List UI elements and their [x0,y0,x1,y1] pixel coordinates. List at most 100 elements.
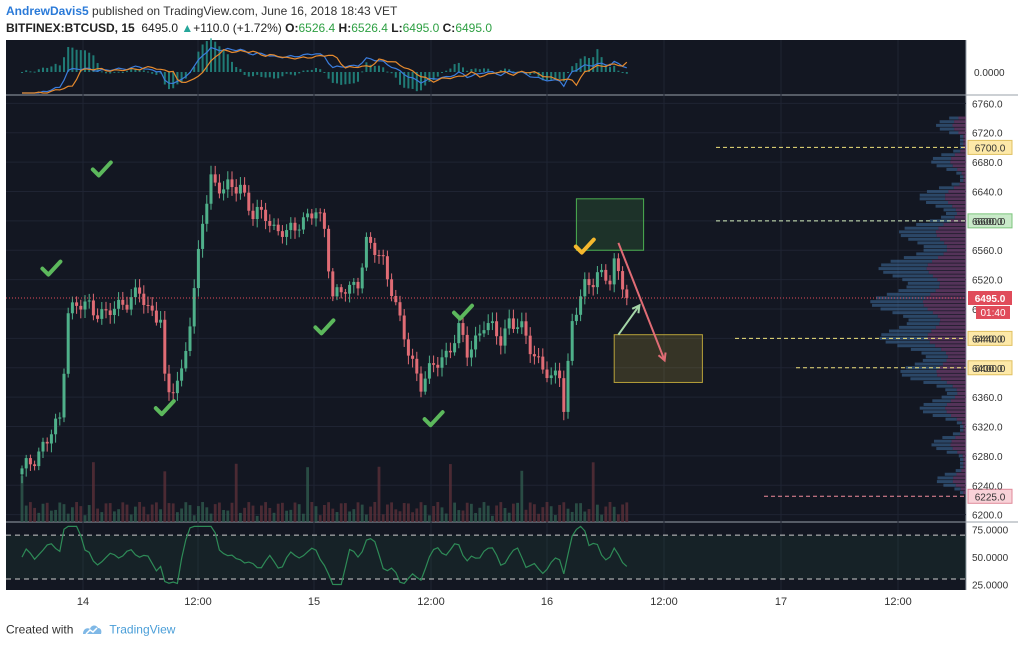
candle-body [402,315,406,340]
volume-bar [583,511,587,522]
macd-histogram-bar [596,49,599,72]
volume-bar [180,508,183,522]
candle-body [112,308,116,316]
volume-profile-bar [928,270,966,274]
macd-histogram-bar [142,70,145,72]
volume-bar [285,510,288,522]
candle-body [415,358,419,374]
volume-profile-bar [919,193,946,197]
candle-body [595,272,599,288]
macd-histogram-bar [344,72,347,85]
volume-bar [524,509,528,522]
trend-arrow [617,242,666,361]
candle-body [625,289,629,298]
volume-profile-bar [883,270,929,274]
macd-histogram-bar [197,51,200,72]
volume-bar [113,511,116,522]
volume-bar [121,502,125,522]
volume-profile-bar [929,219,950,223]
volume-bar [348,511,351,522]
rsi-tick-label: 75.0000 [972,526,1009,537]
volume-bar [159,509,162,522]
macd-histogram-bar [58,65,61,72]
volume-bar [541,507,545,522]
volume-bar [470,503,473,522]
volume-profile-bar [963,461,966,465]
candle-body [427,363,431,379]
macd-histogram-bar [96,63,99,72]
macd-histogram-bar [63,57,65,72]
macd-histogram-bar [474,68,477,72]
macd-histogram-bar [487,68,490,72]
volume-bar [373,502,377,522]
macd-histogram-bar [147,71,149,73]
candle-body [171,392,175,394]
volume-profile-bar [897,344,936,348]
volume-profile-bar [903,256,939,260]
volume-profile-bar [922,358,947,362]
volume-profile-bar [956,421,962,425]
volume-bar [96,508,99,522]
volume-bar [24,505,28,522]
volume-profile-bar [923,380,947,384]
volume-profile-bar [925,355,948,359]
candle-body [444,350,448,358]
volume-profile-bar [935,344,966,348]
checkmark-icon [422,410,445,428]
macd-histogram-bar [218,46,221,72]
volume-profile-bar [956,472,966,476]
volume-bar [499,502,503,522]
macd-histogram-bar [453,64,456,72]
volume-bar [478,507,482,522]
macd-histogram-bar [617,70,620,72]
macd-histogram-bar [310,69,313,72]
volume-bar [621,504,624,522]
volume-profile-bar [941,395,956,399]
volume-bar [360,504,364,522]
volume-profile-bar [955,483,966,487]
checkmark-icon [313,318,336,336]
macd-histogram-bar [88,52,91,72]
candle-body [83,301,87,310]
volume-bar [29,502,32,522]
published-text: published on TradingView.com, June 16, 2… [88,4,398,18]
volume-profile-bar [890,259,933,263]
volume-profile-bar [961,421,966,425]
candle-body [616,258,620,272]
volume-bar [146,514,150,522]
volume-profile-bar [923,245,947,249]
volume-profile-bar [960,134,964,138]
volume-profile-bar [937,314,966,318]
candle-body [583,279,587,297]
volume-profile-bar [963,458,966,462]
volume-profile-bar [952,123,966,127]
close-value: 6495.0 [455,21,493,35]
macd-histogram-bar [256,72,259,75]
volume-profile-bar [932,414,952,417]
volume-bar [486,505,490,522]
macd-histogram-bar [222,49,225,72]
volume-bar [398,511,402,522]
candle-body [465,334,469,358]
volume-profile-bar [954,127,966,131]
macd-histogram-bar [264,72,267,78]
candle-body [234,187,238,194]
candle-body [117,299,121,309]
volume-profile-bar [932,311,966,315]
volume-bar [62,504,66,522]
price-tick-label: 6320.0 [972,423,1003,434]
volume-bar [192,515,196,522]
macd-histogram-bar [609,67,611,72]
macd-histogram-bar [25,70,28,72]
macd-histogram-bar [449,68,452,72]
author-name[interactable]: AndrewDavis5 [6,4,89,18]
macd-histogram-bar [554,72,557,81]
volume-profile-bar [957,450,966,454]
macd-histogram-bar [298,72,301,74]
macd-histogram-bar [252,72,254,77]
volume-profile-bar [939,281,966,285]
high-value: 6526.4 [351,21,388,35]
volume-bar [579,503,582,522]
tradingview-link[interactable]: TradingView [109,622,176,637]
